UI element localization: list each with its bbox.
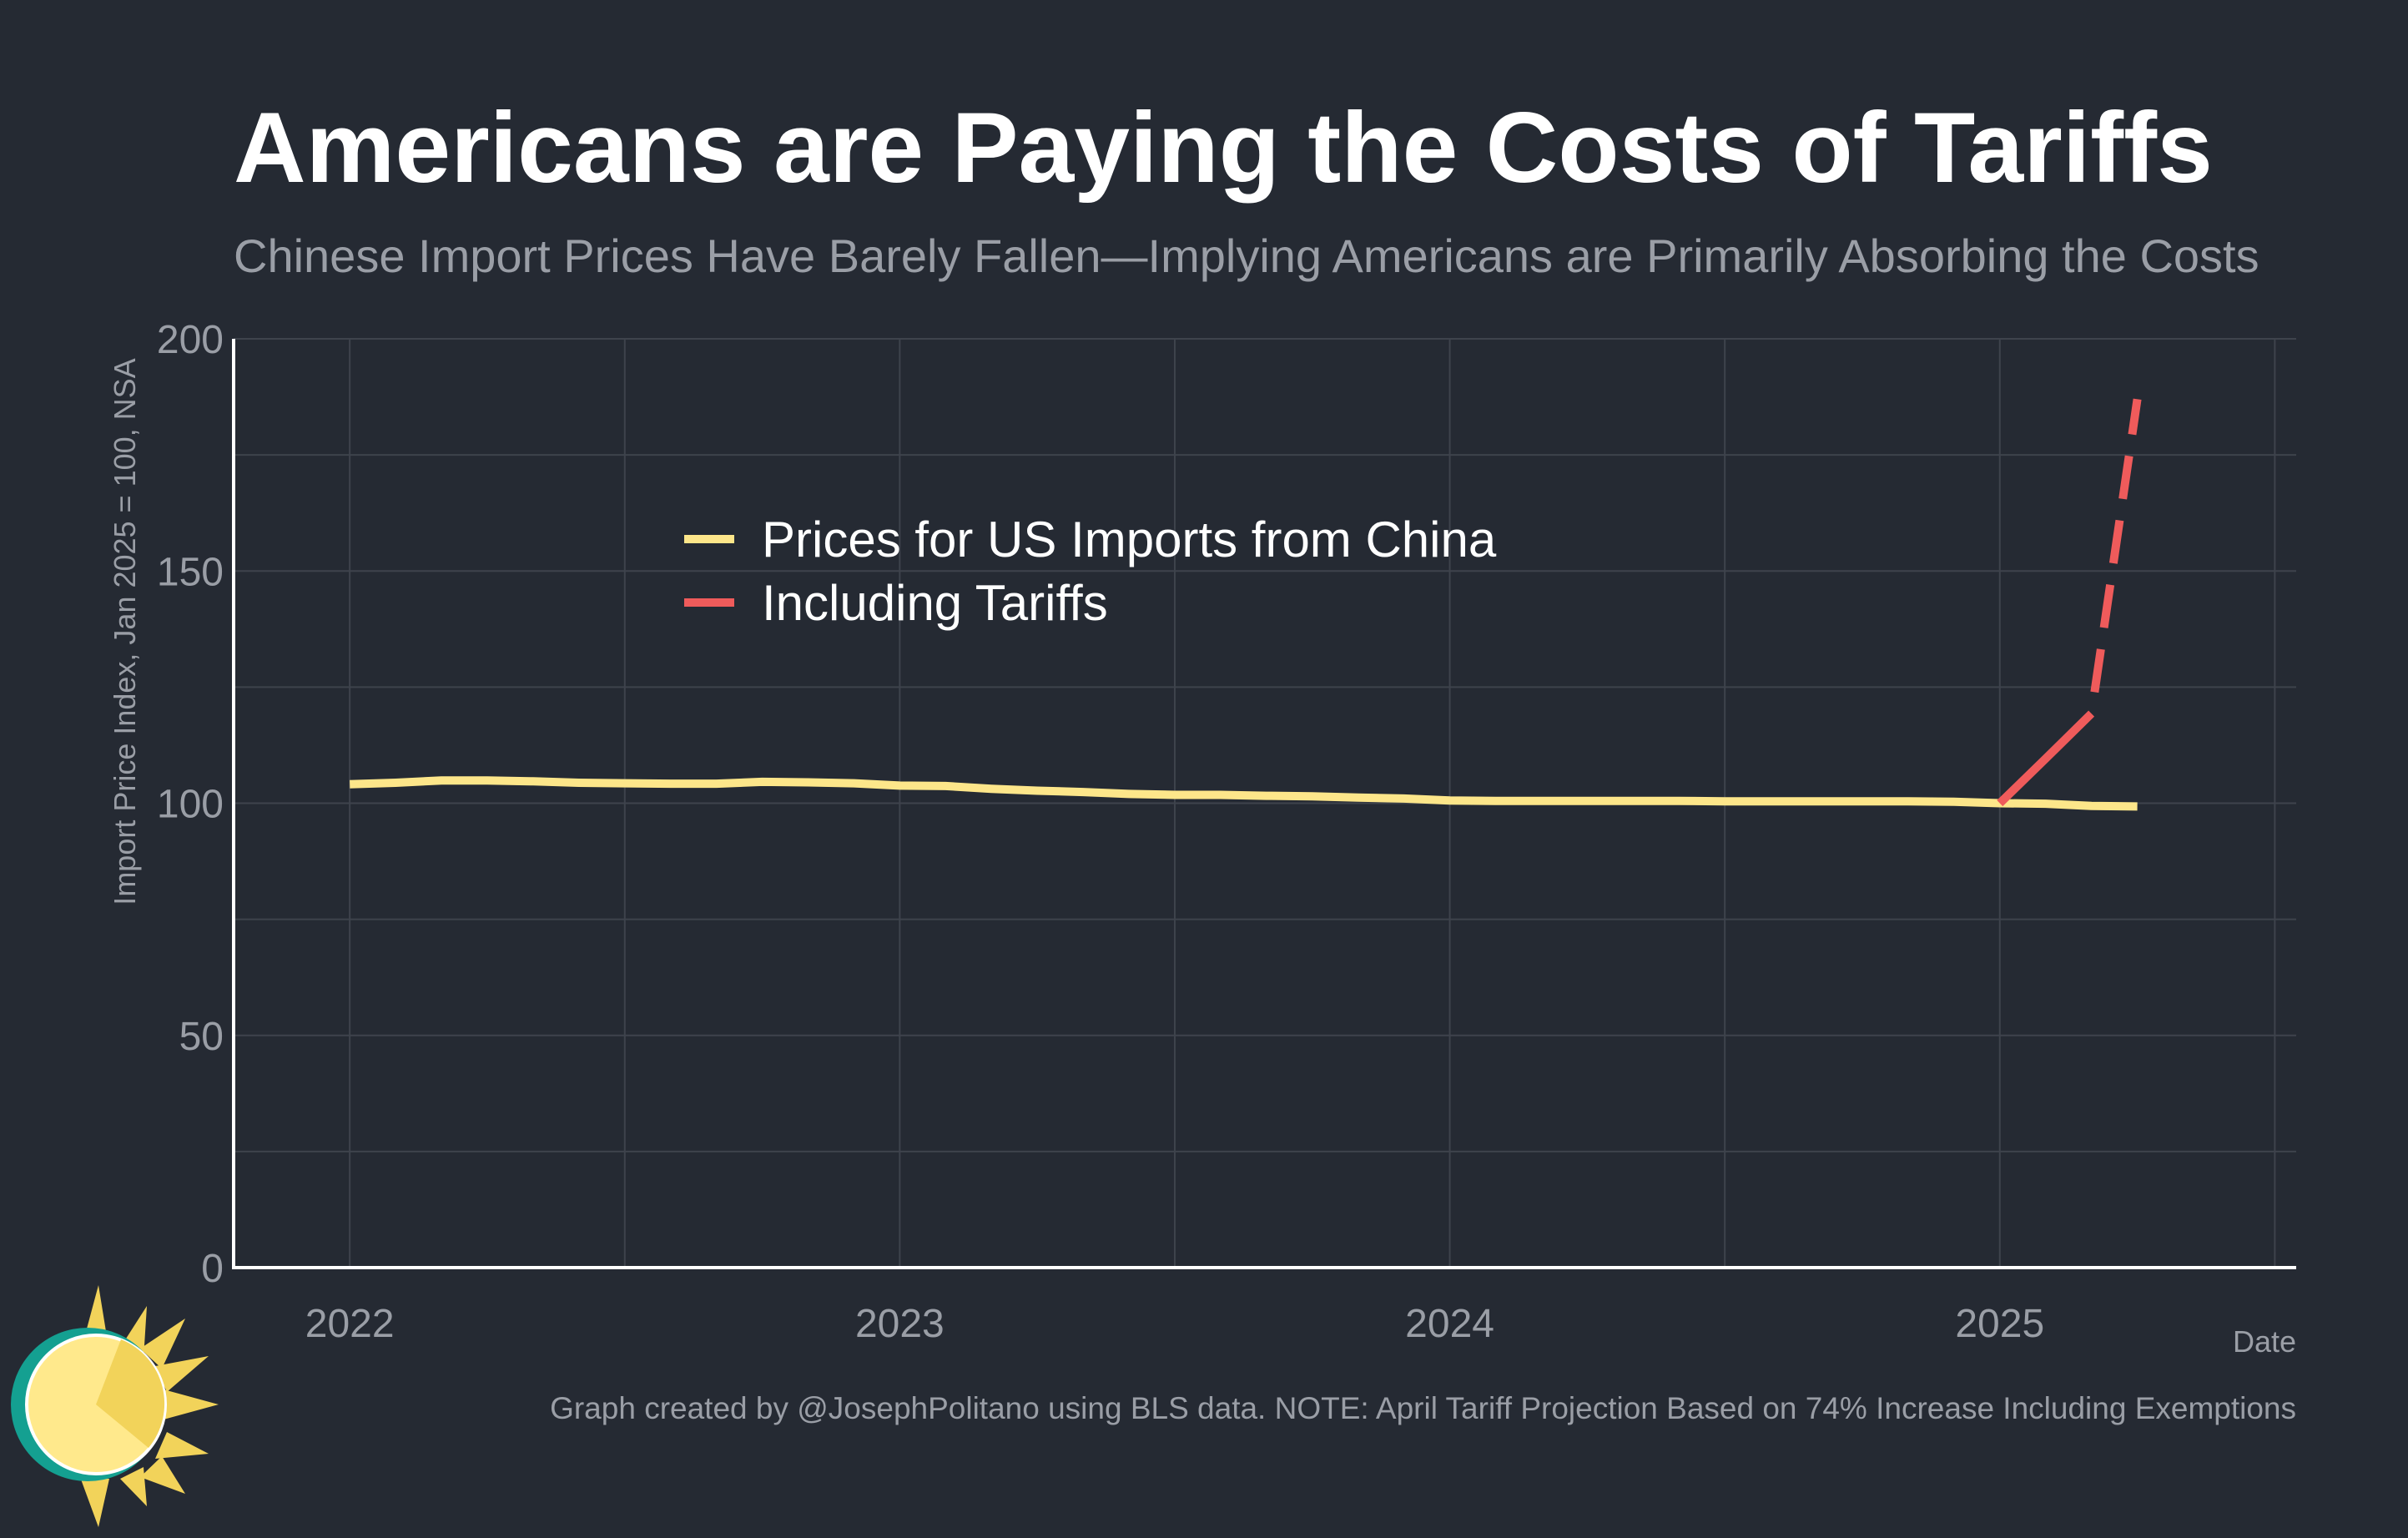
series-lines — [350, 398, 2142, 811]
y-tick-label: 50 — [179, 1015, 224, 1059]
series-line-tariffs-projection — [2087, 398, 2142, 714]
y-tick-label: 0 — [201, 1247, 224, 1291]
source-caption: Graph created by @JosephPolitano using B… — [550, 1391, 2296, 1425]
x-tick-label: 2025 — [1955, 1302, 2044, 1346]
x-axis-title: Date — [2233, 1324, 2296, 1359]
chart-title: Americans are Paying the Costs of Tariff… — [234, 92, 2213, 204]
series-line-tariffs — [1997, 710, 2095, 807]
y-axis-title: Import Price Index, Jan 2025 = 100, NSA — [108, 358, 142, 905]
series-line-prices — [350, 776, 2138, 811]
y-tick-label: 200 — [157, 318, 224, 362]
axes — [232, 339, 2296, 1269]
x-tick-labels: 2022 2023 2024 2025 — [305, 1302, 2044, 1346]
x-tick-label: 2023 — [855, 1302, 945, 1346]
legend-label-prices: Prices for US Imports from China — [762, 512, 1497, 567]
sun-logo-icon — [11, 1285, 219, 1527]
y-tick-label: 100 — [157, 783, 224, 827]
y-tick-label: 150 — [157, 550, 224, 594]
chart-subtitle: Chinese Import Prices Have Barely Fallen… — [234, 229, 2259, 282]
x-tick-label: 2024 — [1405, 1302, 1494, 1346]
legend-label-tariffs: Including Tariffs — [762, 575, 1108, 631]
y-tick-labels: 0 50 100 150 200 — [157, 318, 224, 1291]
x-tick-label: 2022 — [305, 1302, 395, 1346]
legend: Prices for US Imports from China Includi… — [684, 512, 1497, 631]
